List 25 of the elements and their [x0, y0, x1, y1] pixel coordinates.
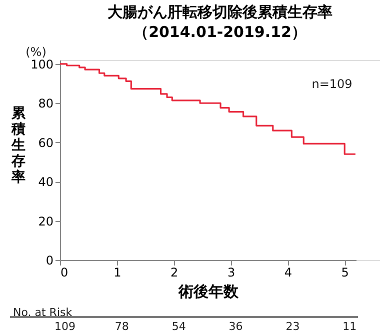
y-tick-label: 0: [46, 254, 54, 268]
text: 78: [114, 320, 129, 333]
text: (%): [26, 45, 46, 59]
y-tick-label: 80: [38, 96, 54, 111]
text: 大腸がん肝転移切除後累積生存率: [108, 3, 332, 21]
y-tick-label: 40: [38, 175, 54, 190]
x-axis-title: 術後年数: [178, 282, 240, 300]
x-tick-label: 3: [227, 266, 236, 280]
x-tick-label: 2: [170, 266, 178, 280]
y-tick-label: 20: [38, 214, 54, 228]
text: 11: [342, 320, 357, 333]
text: （2014.01-2019.12）: [134, 23, 306, 41]
x-tick-label: 1: [114, 266, 122, 280]
y-tick-label: 60: [38, 136, 54, 150]
text: 23: [286, 320, 300, 333]
text: 36: [228, 320, 243, 333]
text: 54: [172, 320, 186, 333]
y-tick-label: 100: [30, 57, 54, 72]
annotation: n=109: [312, 77, 352, 91]
y-axis-title: 累積生存率: [10, 106, 26, 186]
text: 109: [54, 320, 76, 333]
x-tick-label: 5: [341, 266, 349, 280]
x-tick-label: 4: [284, 266, 292, 280]
x-tick-label: 0: [60, 266, 68, 280]
text: No. at Risk: [13, 306, 73, 319]
